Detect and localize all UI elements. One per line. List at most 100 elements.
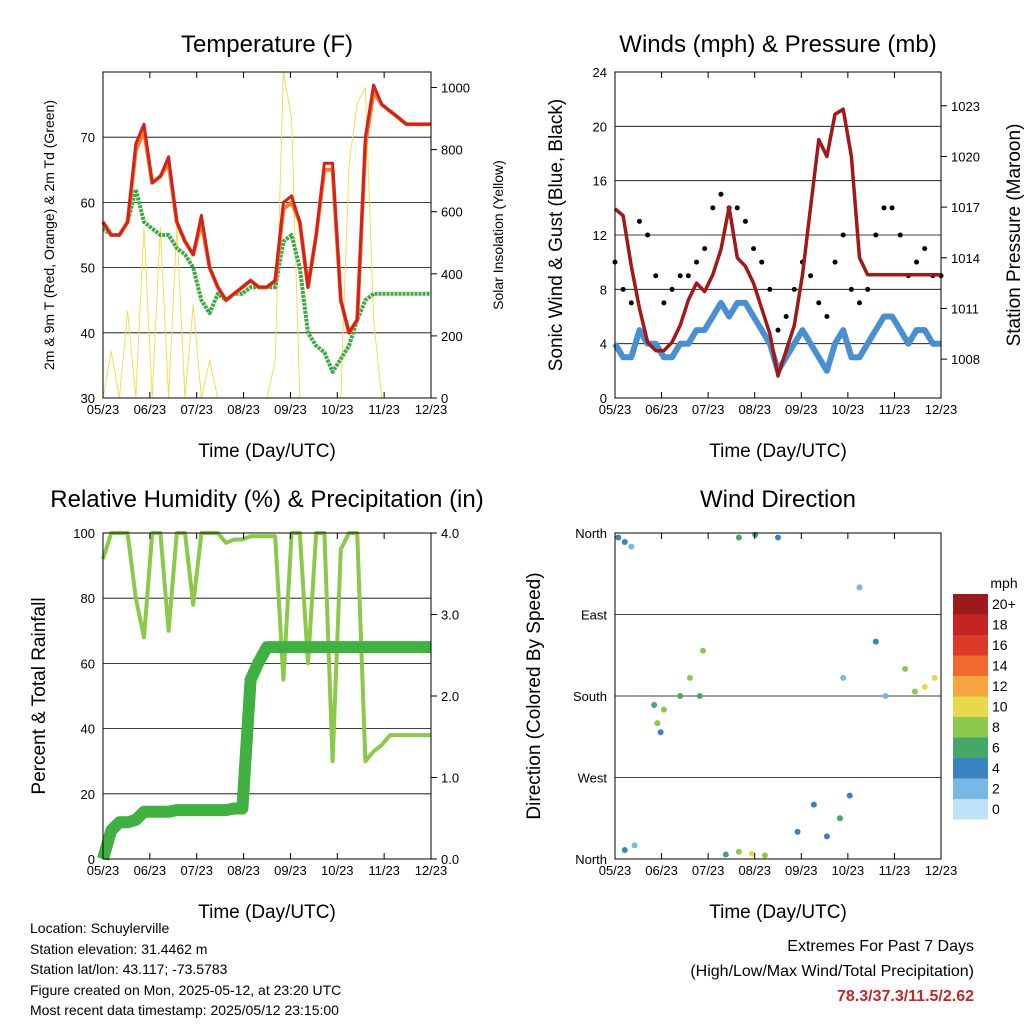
wind-ytick-right-label: 1020 <box>951 149 980 164</box>
direction-point <box>615 534 622 541</box>
gust-point <box>897 232 903 238</box>
gust-point <box>710 205 716 211</box>
rh-xtick-label: 09/23 <box>274 863 307 878</box>
gust-point <box>628 300 634 306</box>
temp-chart-title: Temperature (F) <box>181 31 353 58</box>
gust-point <box>653 273 659 279</box>
direction-point <box>657 729 664 736</box>
direction-ytick-label: North <box>575 852 607 867</box>
wind-ytick-right-label: 1017 <box>951 200 980 215</box>
temp-ytick-label: 50 <box>81 261 95 276</box>
rh-ytick-label: 60 <box>81 656 95 671</box>
rh-ytick-right-label: 0.0 <box>441 852 459 867</box>
gust-point <box>767 286 773 292</box>
wind-ytick-label: 20 <box>593 119 607 134</box>
wind-ytick-label: 8 <box>600 282 607 297</box>
gust-point <box>857 300 862 306</box>
direction-point <box>660 706 667 713</box>
direction-ytick-label: North <box>575 526 607 541</box>
direction-point <box>810 801 817 808</box>
extremes-title: Extremes For Past 7 Days <box>787 938 974 955</box>
wind-speed-line <box>612 299 941 374</box>
speed-legend-label: 12 <box>992 678 1008 694</box>
temp-xtick-label: 07/23 <box>180 402 213 417</box>
gust-point <box>791 286 797 292</box>
rh-ytick-label: 40 <box>81 722 95 737</box>
wind-xtick-label: 06/23 <box>645 402 678 417</box>
direction-point <box>846 792 853 799</box>
temp-ytick-right-label: 200 <box>441 329 463 344</box>
rh-ytick-label: 0 <box>88 852 95 867</box>
direction-point <box>823 833 830 840</box>
gust-point <box>840 232 846 238</box>
wind-yaxis-label: Sonic Wind & Gust (Blue, Black) <box>546 99 567 371</box>
temp-yaxis-right-label: Solar Insolation (Yellow) <box>490 160 506 310</box>
gust-point <box>824 314 830 319</box>
direction-point <box>628 543 635 550</box>
rh-ytick-label: 100 <box>73 526 95 541</box>
direction-point <box>651 702 658 709</box>
rh-ytick-label: 80 <box>81 591 95 606</box>
temp-ytick-right-label: 600 <box>441 205 463 220</box>
gust-point <box>620 286 626 292</box>
gust-point <box>816 300 822 306</box>
direction-point <box>775 534 781 541</box>
speed-legend-label: 8 <box>992 719 1000 735</box>
direction-point <box>654 720 661 727</box>
gust-point <box>702 246 708 252</box>
elevation-text: Station elevation: 31.4462 m <box>30 940 208 957</box>
gust-point <box>645 232 651 238</box>
temp-xtick-label: 12/23 <box>415 402 448 417</box>
wind-ytick-right-label: 1023 <box>951 99 980 114</box>
speed-legend-label: 4 <box>992 760 1000 776</box>
gust-point <box>734 205 740 211</box>
gust-point <box>914 259 920 265</box>
rh-xtick-label: 05/23 <box>87 863 120 878</box>
temp-ytick-right-label: 800 <box>441 143 463 158</box>
direction-xtick-label: 08/23 <box>738 863 771 878</box>
gust-point <box>685 273 691 279</box>
extremes-subtitle: (High/Low/Max Wind/Total Precipitation) <box>690 963 974 980</box>
direction-point <box>836 815 843 822</box>
rh-xtick-label: 06/23 <box>134 863 167 878</box>
temp-ytick-label: 40 <box>81 326 95 341</box>
gust-point <box>636 218 642 224</box>
speed-legend-swatch <box>953 799 988 820</box>
rh-xtick-label: 08/23 <box>227 863 260 878</box>
rh-xtick-label: 12/23 <box>415 863 448 878</box>
direction-point <box>872 638 879 645</box>
direction-ytick-label: West <box>578 771 608 786</box>
speed-legend-label: 14 <box>992 658 1008 674</box>
speed-legend-label: 6 <box>992 740 1000 756</box>
direction-xtick-label: 09/23 <box>785 863 818 878</box>
created-text: Figure created on Mon, 2025-05-12, at 23… <box>30 981 342 998</box>
speed-legend-label: 18 <box>992 617 1008 633</box>
direction-ytick-label: South <box>573 689 607 704</box>
direction-point <box>856 584 863 591</box>
rh-yaxis-label: Percent & Total Rainfall <box>29 597 50 794</box>
rh-chart-title: Relative Humidity (%) & Precipitation (i… <box>50 486 483 513</box>
temp-ytick-label: 60 <box>81 195 95 210</box>
wind-xtick-label: 09/23 <box>785 402 818 417</box>
gust-point <box>808 273 814 279</box>
extremes-box: Extremes For Past 7 Days (High/Low/Max W… <box>690 934 974 1009</box>
gust-point <box>832 259 838 265</box>
speed-legend-label: 16 <box>992 637 1008 653</box>
temp-9m-line <box>101 89 431 335</box>
temp-2m-line <box>101 83 431 335</box>
station-info: Location: Schuylerville Station elevatio… <box>30 918 341 1021</box>
speed-legend-swatch <box>953 594 988 615</box>
speed-legend-swatch <box>953 737 988 758</box>
direction-point <box>722 851 729 858</box>
gust-point <box>865 286 871 292</box>
latlon-text: Station lat/lon: 43.117; -73.5783 <box>30 961 228 977</box>
wind-xtick-label: 11/23 <box>879 402 911 417</box>
gust-point <box>783 314 789 319</box>
dewpoint-line <box>101 187 431 374</box>
rh-xtick-label: 11/23 <box>368 863 400 878</box>
gust-point <box>694 259 699 265</box>
gust-point <box>751 246 757 252</box>
direction-point <box>840 674 847 681</box>
direction-point <box>761 852 768 859</box>
speed-legend-label: 2 <box>992 781 1000 797</box>
